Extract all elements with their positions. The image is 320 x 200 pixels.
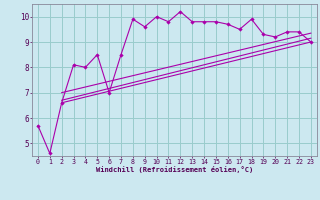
- X-axis label: Windchill (Refroidissement éolien,°C): Windchill (Refroidissement éolien,°C): [96, 166, 253, 173]
